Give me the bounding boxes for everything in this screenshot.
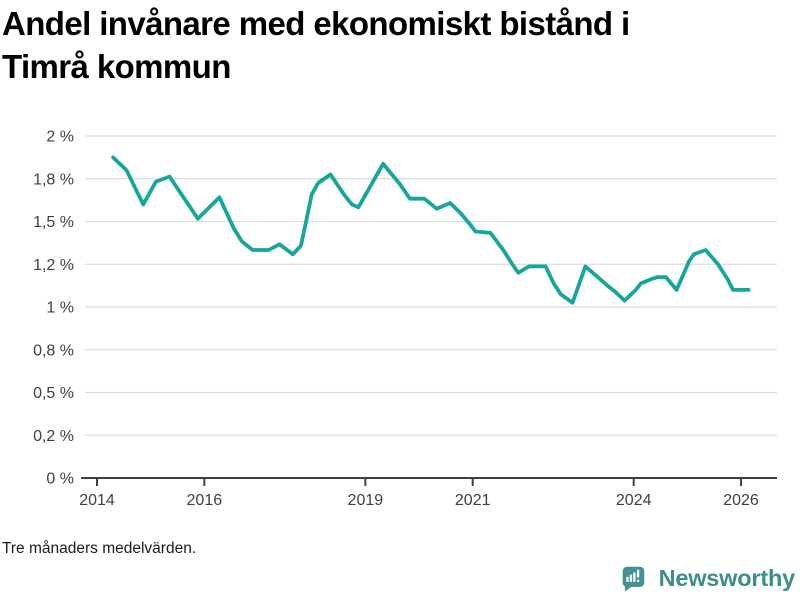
y-tick-label: 0,2 %: [33, 428, 74, 445]
data-line: [111, 155, 751, 305]
newsworthy-wordmark: Newsworthy: [658, 565, 796, 591]
x-tick-label: 2016: [187, 492, 223, 509]
newsworthy-speech-bubble-chart-icon: [622, 566, 644, 592]
y-tick-label: 0 %: [46, 471, 74, 488]
x-tick-label: 2024: [616, 492, 652, 509]
chart-title-line-2: Timrå kommun: [2, 48, 231, 85]
y-tick-label: 2 %: [46, 129, 74, 146]
newsworthy-logo: Newsworthy: [622, 565, 795, 592]
y-tick-label: 1,8 %: [33, 171, 74, 188]
y-tick-label: 0,8 %: [33, 342, 74, 359]
y-tick-label: 1,2 %: [33, 257, 74, 274]
x-tick-label: 2014: [79, 492, 115, 509]
x-tick-label: 2026: [723, 492, 759, 509]
y-tick-label: 1 %: [46, 300, 74, 317]
chart-footnote: Tre månaders medelvärden.: [2, 540, 197, 557]
x-tick-label: 2019: [348, 492, 384, 509]
chart-title: Andel invånare med ekonomiskt bistånd i …: [2, 2, 630, 88]
x-tick-label: 2021: [455, 492, 491, 509]
y-tick-label: 1,5 %: [33, 214, 74, 231]
y-tick-label: 0,5 %: [33, 385, 74, 402]
chart-title-line-1: Andel invånare med ekonomiskt bistånd i: [2, 5, 630, 42]
